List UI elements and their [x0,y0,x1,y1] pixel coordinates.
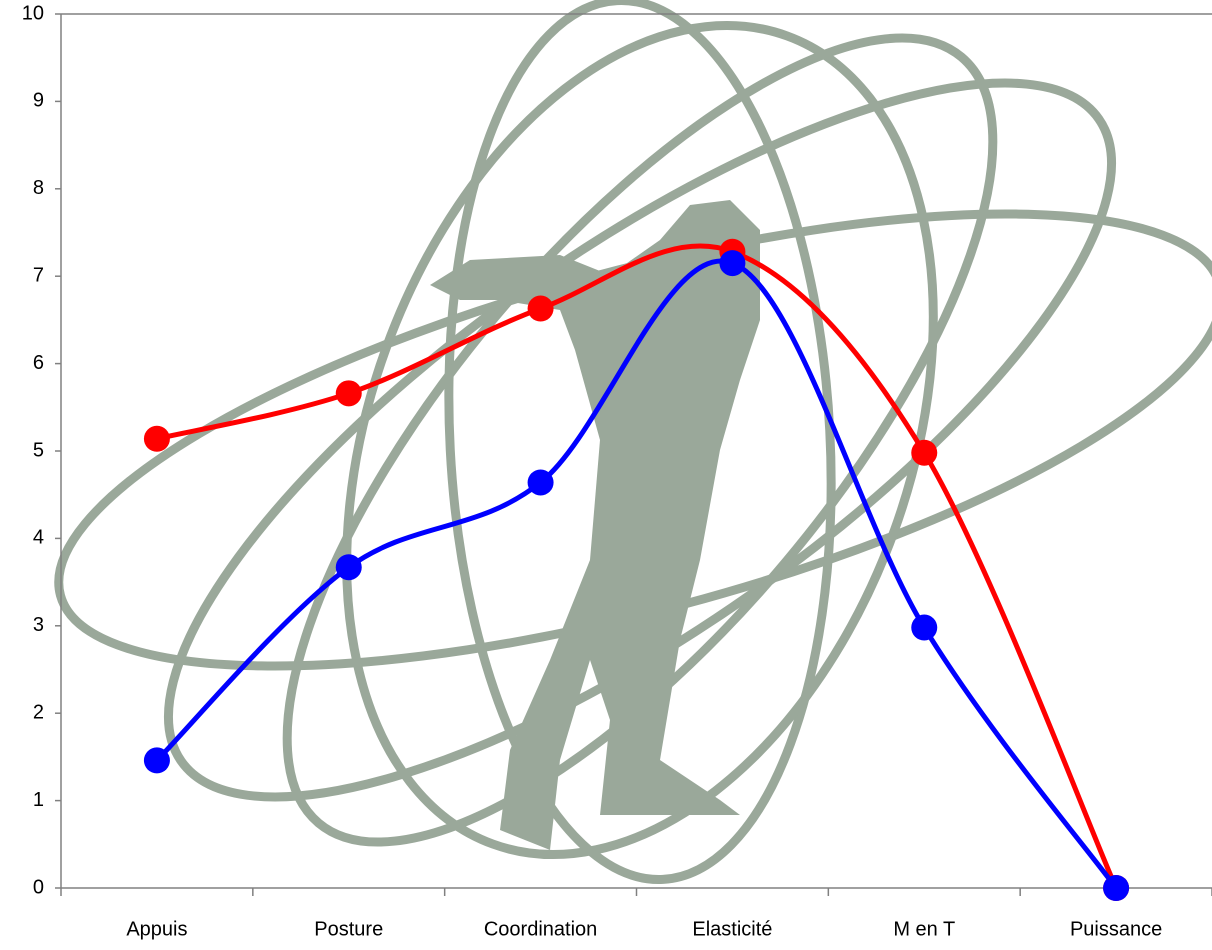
data-point [719,250,746,277]
x-tick-label: M en T [893,918,955,940]
x-tick-label: Elasticité [692,918,772,940]
x-tick-label: Coordination [484,918,597,940]
y-tick-label: 9 [33,90,44,112]
x-tick-label: Appuis [126,918,187,940]
data-point [911,439,938,466]
series-line [155,258,1119,890]
y-tick-label: 3 [33,614,44,636]
data-point [143,425,170,452]
y-tick-label: 4 [33,527,44,549]
data-point [1103,875,1130,901]
data-point [335,380,362,407]
y-tick-label: 5 [33,439,44,461]
x-tick-label: Puissance [1070,918,1162,940]
y-tick-label: 2 [33,701,44,723]
data-point [527,469,554,496]
data-point [911,614,938,641]
y-tick-label: 7 [33,264,44,286]
x-tick-label: Posture [314,918,383,940]
y-tick-label: 10 [22,2,44,24]
data-point [527,295,554,322]
y-tick-label: 6 [33,352,44,374]
y-tick-label: 8 [33,177,44,199]
y-tick-label: 0 [33,876,44,898]
data-point [143,747,170,774]
background-illustration [54,0,1212,885]
y-tick-label: 1 [33,789,44,811]
data-point [335,554,362,581]
